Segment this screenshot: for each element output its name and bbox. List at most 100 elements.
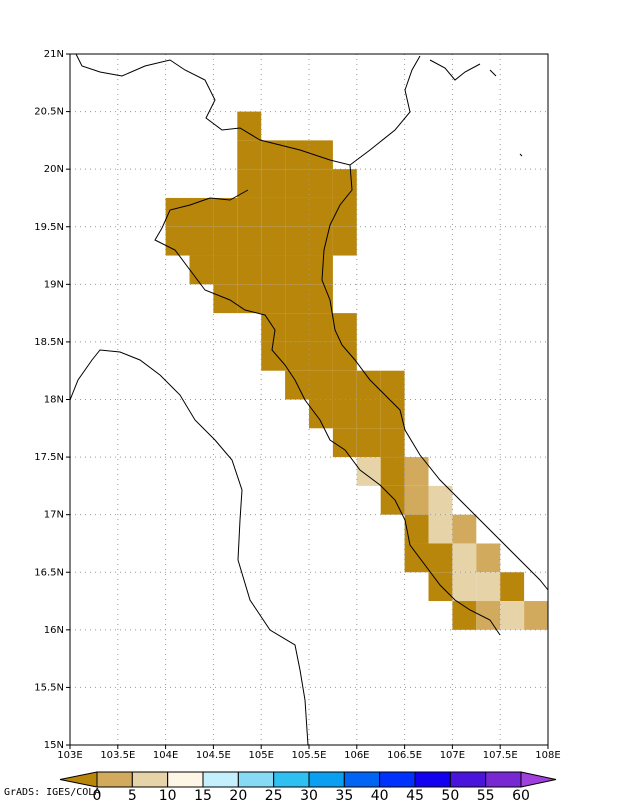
grid-cell [476, 601, 501, 630]
colorbar: 0 5 10 15 20 25 30 35 40 45 50 55 60 [59, 771, 557, 800]
grid-cell [356, 428, 381, 458]
grid-cell [213, 226, 238, 256]
grid-cell [213, 284, 238, 314]
colorbar-label: 5 [128, 788, 137, 800]
grid-cell [500, 601, 525, 630]
y-tick-label: 20N [44, 164, 64, 175]
grid-cell [261, 255, 286, 285]
y-tick-label: 18.5N [34, 337, 64, 348]
colorbar-box [202, 771, 239, 788]
cell-layer [165, 111, 548, 630]
grid-cell [237, 197, 262, 227]
colorbar-label: 0 [93, 788, 102, 800]
grid-cell [380, 428, 405, 458]
colorbar-label: 15 [194, 788, 212, 800]
x-tick-label: 103.5E [100, 750, 135, 761]
colorbar-label: 20 [229, 788, 247, 800]
grid-cell [404, 485, 429, 515]
colorbar-box [485, 771, 522, 788]
grid-cell [237, 284, 262, 314]
grid-cell [237, 255, 262, 285]
grid-cell [356, 399, 381, 429]
x-tick-label: 104E [153, 750, 178, 761]
colorbar-box [237, 771, 275, 788]
grid-cell [189, 255, 214, 285]
colorbar-box [449, 771, 487, 788]
grid-cell [261, 226, 286, 256]
grid-cell [285, 140, 309, 170]
grid-cell [237, 169, 262, 198]
grid-cell [380, 485, 405, 515]
grid-cell [356, 457, 381, 486]
colorbar-box [131, 771, 169, 788]
x-tick-label: 108E [535, 750, 560, 761]
colorbar-label: 35 [335, 788, 353, 800]
colorbar-label: 45 [406, 788, 424, 800]
colorbar-box [414, 771, 451, 788]
grid-cell [428, 485, 453, 515]
grid-cell [452, 543, 477, 573]
grid-cell [428, 572, 453, 602]
y-tick-label: 19.5N [34, 222, 64, 233]
coastline [429, 59, 523, 157]
grid-cell [332, 313, 357, 342]
grid-cell [213, 197, 238, 227]
colorbar-label: 10 [159, 788, 177, 800]
grid-cell [356, 370, 381, 400]
grid-cell [165, 197, 190, 227]
coastline [75, 53, 421, 166]
grid-cell [309, 399, 333, 429]
border [154, 189, 501, 636]
y-tick-label: 17N [44, 510, 64, 521]
coastline [321, 164, 549, 591]
grid-cell [500, 572, 525, 602]
grid-cell [285, 341, 309, 371]
x-tick-label: 107.5E [483, 750, 518, 761]
grid-cell [404, 514, 429, 544]
grid-cell [261, 169, 286, 198]
x-tick-label: 107E [440, 750, 465, 761]
border [69, 349, 309, 746]
colorbar-label: 55 [477, 788, 495, 800]
colorbar-label: 40 [371, 788, 389, 800]
colorbar-box [273, 771, 310, 788]
colorbar-label: 50 [441, 788, 459, 800]
x-tick-label: 106.5E [387, 750, 422, 761]
x-tick-label: 104.5E [196, 750, 231, 761]
grid-cell [309, 169, 333, 198]
grid-cell [404, 543, 429, 573]
colorbar-under [59, 771, 98, 788]
y-tick-label: 18N [44, 395, 64, 406]
grid-cell [332, 341, 357, 371]
grid-cell [332, 428, 357, 458]
grid-cell [332, 197, 357, 227]
grid-cell [285, 313, 309, 342]
y-tick-label: 17.5N [34, 452, 64, 463]
grid-cell [332, 399, 357, 429]
colorbar-box [379, 771, 416, 788]
grid-cell [237, 226, 262, 256]
grid-cell [332, 226, 357, 256]
grid-cell [309, 370, 333, 400]
colorbar-box [167, 771, 204, 788]
grid-cell [452, 572, 477, 602]
grid-cell [309, 255, 333, 285]
grid-cell [309, 197, 333, 227]
grid-cell [428, 543, 453, 573]
grid-cell [380, 399, 405, 429]
grid-cell [285, 255, 309, 285]
colorbar-box [343, 771, 381, 788]
grid-cell [428, 514, 453, 544]
grid-cell [237, 111, 262, 141]
colorbar-label: 60 [512, 788, 530, 800]
colorbar-label: 30 [300, 788, 318, 800]
grid-cell [261, 341, 286, 371]
y-tick-label: 20.5N [34, 107, 64, 118]
grid-cell [404, 457, 429, 486]
grid-cell [332, 370, 357, 400]
y-tick-label: 16N [44, 625, 64, 636]
grid-cell [309, 140, 333, 170]
y-tick-label: 16.5N [34, 567, 64, 578]
